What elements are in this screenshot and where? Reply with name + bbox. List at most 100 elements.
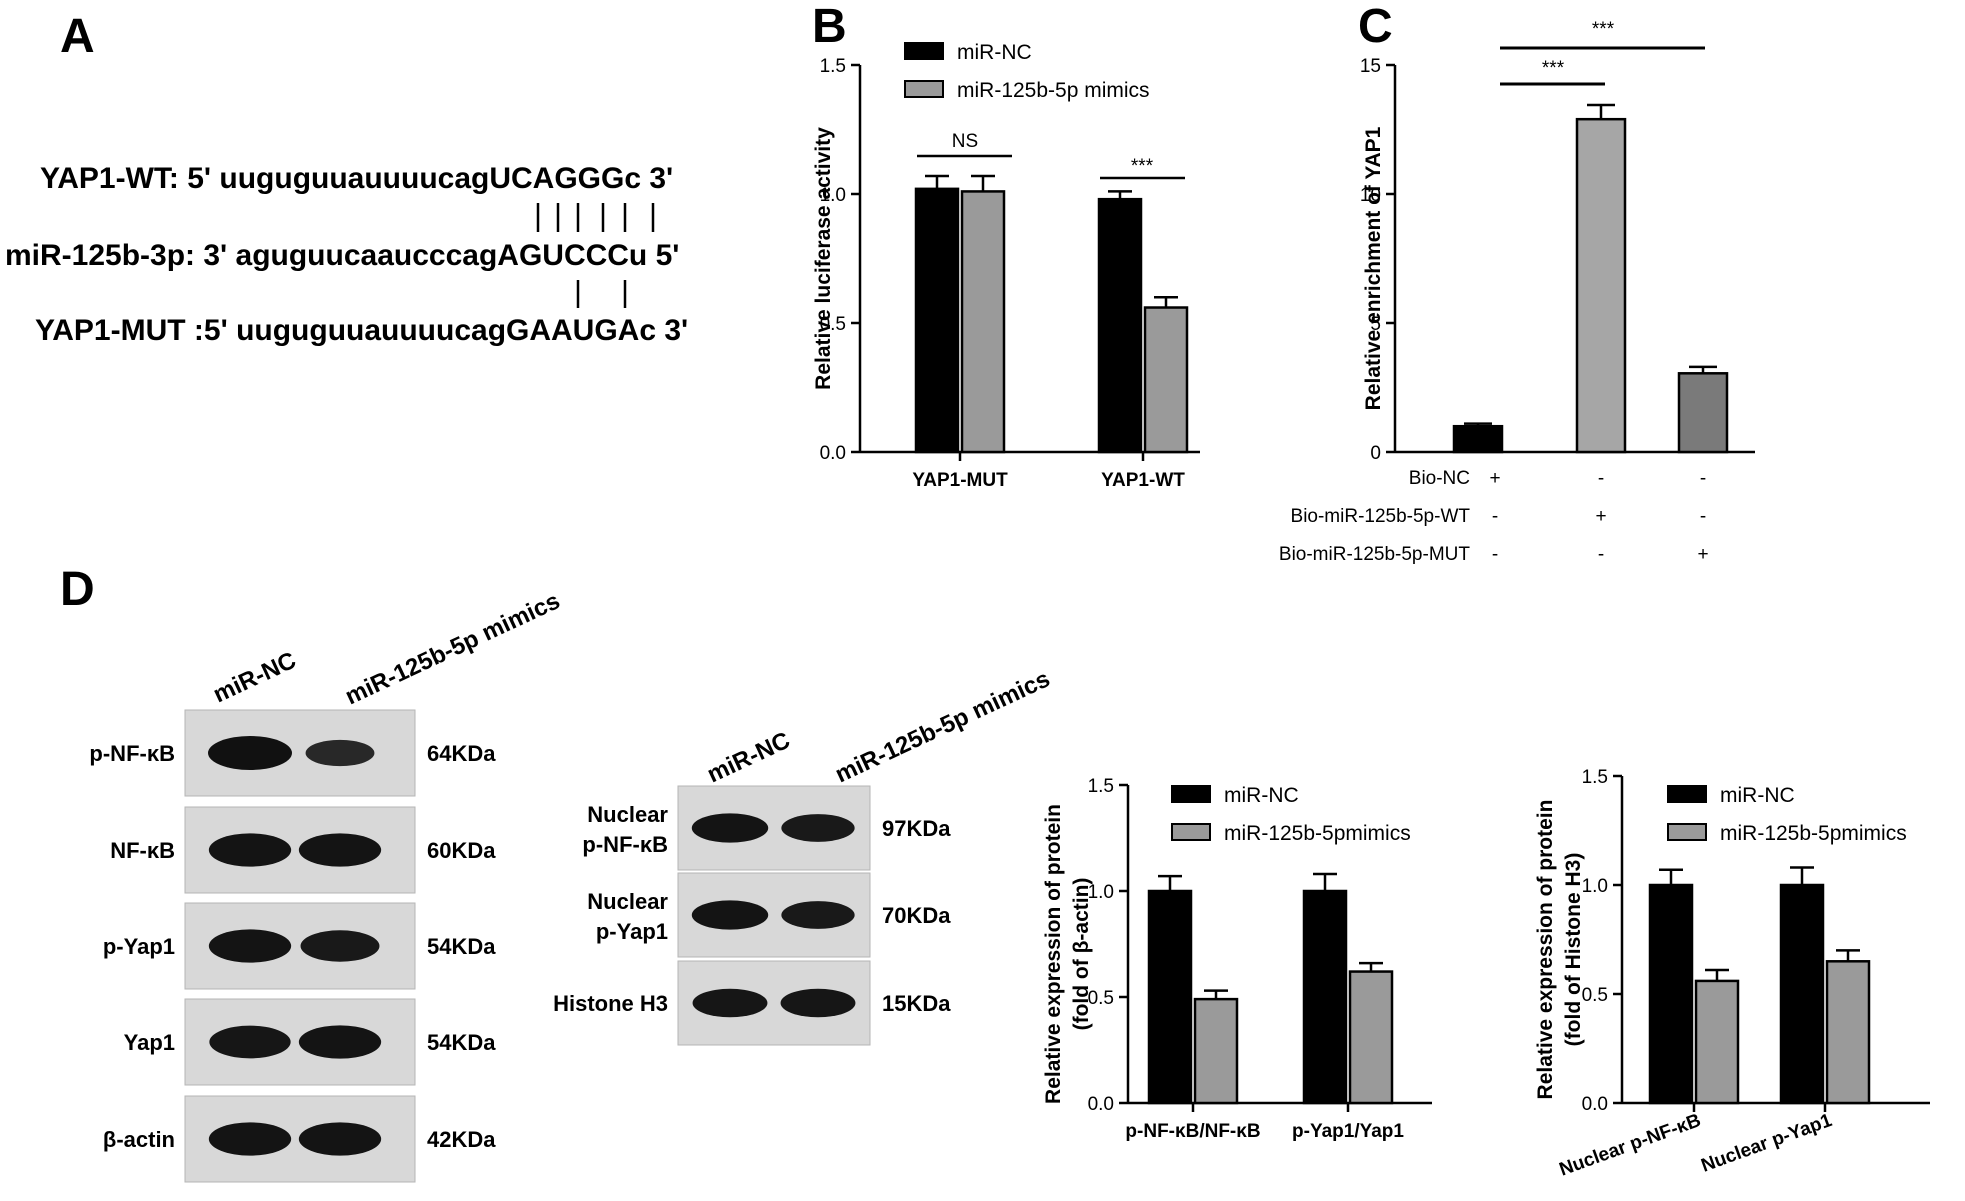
blot-size-label: 64KDa (427, 741, 496, 766)
blot-band (781, 814, 855, 842)
condition-mark: + (1489, 468, 1500, 489)
y-tick-label: 10 (1360, 185, 1381, 206)
bar (1575, 117, 1627, 454)
panel-a-letter: A (60, 10, 95, 63)
yap1-wt-sequence: YAP1-WT: 5' uuguguuauuuucagUCAGGGc 3' (40, 162, 673, 195)
bar (1348, 970, 1394, 1105)
blot-right-col-label-2: miR-125b-5p mimics (831, 665, 1054, 788)
chart-d2: 0.0 0.5 1.0 1.5 Relative expression of prote… (1534, 767, 1930, 1181)
panel-b-letter: B (812, 0, 847, 53)
blot-band (298, 1025, 382, 1059)
blot-right-col-label-1: miR-NC (703, 727, 794, 789)
condition-mark: - (1492, 506, 1498, 527)
condition-mark: - (1598, 544, 1604, 565)
significance-label: *** (1592, 19, 1615, 40)
y-tick-label: 0.0 (1582, 1094, 1608, 1115)
blot-band (208, 1122, 292, 1156)
pairing-lines-mut (576, 280, 627, 308)
condition-mark: + (1697, 544, 1708, 565)
y-tick-label: 1.0 (1582, 876, 1608, 897)
bar (1193, 997, 1239, 1105)
blot-band (298, 1122, 382, 1156)
blot-left-col-label-2: miR-125b-5p mimics (341, 587, 564, 710)
y-tick-label: 0 (1370, 443, 1381, 464)
blot-row-label: p-NF-κB (89, 741, 175, 766)
blot-size-label: 60KDa (427, 838, 496, 863)
blot-band (208, 736, 292, 770)
bar (1648, 883, 1694, 1105)
blot-band (305, 739, 375, 767)
blot-band (692, 988, 768, 1018)
blot-band (300, 930, 380, 962)
blot-band (781, 901, 855, 929)
y-axis-label-line: (fold of β-actin) (1070, 878, 1093, 1031)
yap1-mut-sequence: YAP1-MUT :5' uuguguuauuuucagGAAUGAc 3' (35, 314, 688, 347)
blot-row-label: Nuclear p-Yap1 (587, 889, 668, 944)
bar (1825, 960, 1871, 1105)
blot-size-label: 54KDa (427, 1030, 496, 1055)
legend-label: miR-125b-5p mimics (957, 79, 1150, 102)
panel-d-letter: D (60, 563, 95, 616)
condition-label: Bio-NC (1409, 468, 1470, 489)
bar (1677, 372, 1729, 454)
y-axis-label-line: (fold of Histone H3) (1562, 853, 1585, 1047)
blot-band (208, 833, 292, 867)
blot-row-label: NF-κB (110, 838, 175, 863)
legend-swatch (1171, 785, 1211, 803)
y-axis-label: Relative luciferase activity (812, 127, 835, 390)
blot-row-label: p-Yap1 (103, 934, 175, 959)
panel-c-letter: C (1358, 0, 1393, 53)
legend-label: miR-125b-5pmimics (1720, 822, 1907, 845)
y-axis-label-line: Relative expression of protein (1534, 800, 1557, 1100)
bar (1452, 424, 1504, 454)
blot-left: miR-NC miR-125b-5p mimics p-NF-κB 64KDa NF… (89, 587, 564, 1183)
blot-row-label: Histone H3 (553, 991, 668, 1016)
y-axis-label-line: Relative expression of protein (1042, 804, 1065, 1104)
condition-mark: - (1492, 544, 1498, 565)
y-tick-label: 1.5 (820, 56, 846, 77)
blot-right: miR-NC miR-125b-5p mimics Nuclear p-NF-κB… (553, 665, 1054, 1046)
blot-size-label: 54KDa (427, 934, 496, 959)
x-tick-label: YAP1-MUT (912, 470, 1008, 491)
significance-label: NS (952, 131, 978, 152)
blot-size-label: 42KDa (427, 1127, 496, 1152)
bar (1779, 883, 1825, 1105)
mir-125b-3p-sequence: miR-125b-3p: 3' aguguucaaucccagAGUCCCu 5… (5, 239, 679, 272)
chart-d1: 0.0 0.5 1.0 1.5 Relative expression of prote… (1042, 776, 1432, 1142)
blot-size-label: 15KDa (882, 991, 951, 1016)
y-tick-label: 1.0 (820, 185, 846, 206)
condition-mark: + (1595, 506, 1606, 527)
y-tick-label: 0.5 (820, 314, 846, 335)
x-tick-label: Nuclear p-NF-κB (1557, 1110, 1704, 1181)
blot-band (298, 833, 382, 867)
chart-b: 0.0 0.5 1.0 1.5 Relative luciferase activity… (812, 41, 1200, 491)
y-tick-label: 15 (1360, 56, 1381, 77)
condition-label: Bio-miR-125b-5p-WT (1291, 506, 1471, 527)
x-tick-label: YAP1-WT (1101, 470, 1185, 491)
blot-row-label: Yap1 (124, 1030, 175, 1055)
legend-swatch (904, 42, 944, 60)
y-tick-label: 0.0 (820, 443, 846, 464)
blot-band (780, 988, 856, 1018)
legend-label: miR-125b-5pmimics (1224, 822, 1411, 845)
bar (1694, 979, 1740, 1105)
blot-row-label: Nuclear p-NF-κB (582, 802, 668, 857)
legend-label: miR-NC (1224, 784, 1299, 807)
y-tick-label: 0.0 (1088, 1094, 1114, 1115)
blot-band (691, 900, 769, 930)
y-tick-label: 0.5 (1088, 988, 1114, 1009)
y-axis-label: Relative enrichment of YAP1 (1362, 126, 1385, 410)
significance-label: *** (1542, 58, 1565, 79)
condition-label: Bio-miR-125b-5p-MUT (1279, 544, 1470, 565)
bar (1147, 889, 1193, 1105)
bar (1302, 889, 1348, 1105)
blot-band (209, 1025, 291, 1059)
bar (914, 187, 960, 454)
chart-c: 0 5 10 15 Relative enrichment of YAP1 *** *** B… (1279, 19, 1755, 565)
y-tick-label: 1.0 (1088, 882, 1114, 903)
legend-swatch (904, 80, 944, 98)
bar (1097, 197, 1143, 454)
blot-band (691, 813, 769, 843)
condition-mark: - (1700, 468, 1706, 489)
